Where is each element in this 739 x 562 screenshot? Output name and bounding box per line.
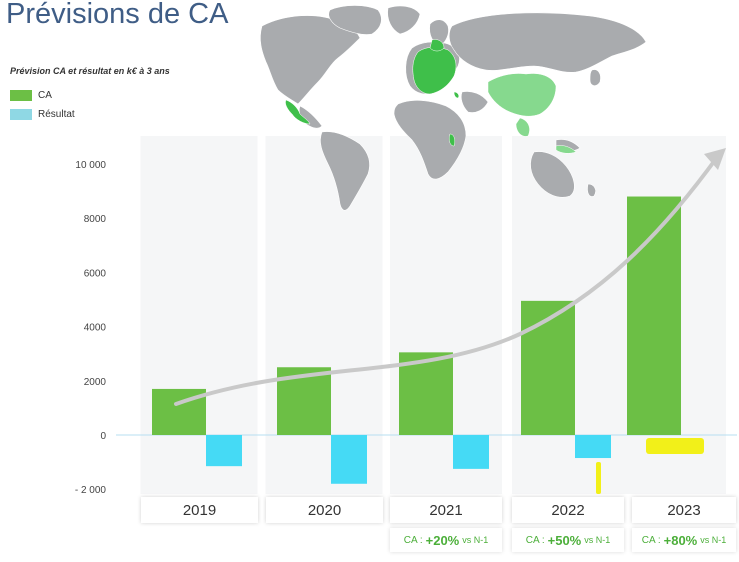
legend-swatch-resultat (10, 108, 32, 120)
growth-percent: +80% (663, 532, 698, 548)
bar-resultat-2022 (575, 435, 611, 459)
growth-prefix: CA : (403, 534, 423, 546)
growth-badge-2023: CA : +80% vs N-1 (632, 528, 736, 552)
bar-ca-2021 (399, 352, 453, 435)
growth-suffix: vs N-1 (584, 535, 611, 545)
highlighter-mark-2022 (596, 462, 601, 494)
y-tick-label: 6000 (84, 268, 107, 279)
y-axis: 10 000 8000 6000 4000 2000 0 - 2 000 (75, 160, 107, 496)
year-label-2023: 2023 (632, 497, 736, 523)
map-highlight-asia-icon (487, 73, 577, 154)
growth-badge-2022: CA : +50% vs N-1 (512, 528, 624, 552)
chart-subtitle: Prévision CA et résultat en k€ à 3 ans (10, 66, 170, 76)
highlighter-mark-2023 (646, 438, 704, 454)
growth-suffix: vs N-1 (462, 535, 489, 545)
growth-suffix: vs N-1 (700, 535, 727, 545)
legend-label-ca: CA (38, 89, 52, 101)
legend-item-resultat: Résultat (10, 107, 75, 121)
highlighter-marks (596, 438, 704, 494)
legend-swatch-ca (10, 89, 32, 101)
y-tick-label: - 2 000 (75, 485, 107, 496)
y-tick-label: 4000 (84, 323, 107, 334)
page-title: Prévisions de CA (6, 0, 229, 30)
bar-resultat-2020 (331, 435, 367, 484)
legend-label-resultat: Résultat (38, 108, 75, 120)
year-label-2020: 2020 (266, 497, 383, 523)
year-label-2019: 2019 (141, 497, 258, 523)
map-highlight-europe-icon (285, 39, 460, 147)
y-tick-label: 0 (100, 431, 106, 442)
legend-item-ca: CA (10, 88, 52, 102)
y-tick-label: 2000 (84, 377, 107, 388)
growth-percent: +50% (547, 532, 582, 548)
y-tick-label: 10 000 (75, 160, 106, 171)
bar-resultat-2021 (453, 435, 489, 469)
bars (152, 196, 681, 484)
bar-resultat-2019 (206, 435, 242, 467)
y-tick-label: 8000 (84, 214, 107, 225)
growth-percent: +20% (425, 532, 460, 548)
year-label-2021: 2021 (390, 497, 502, 523)
year-label-2022: 2022 (512, 497, 624, 523)
growth-prefix: CA : (525, 534, 545, 546)
bar-ca-2022 (521, 300, 575, 435)
growth-badge-2021: CA : +20% vs N-1 (390, 528, 502, 552)
growth-prefix: CA : (641, 534, 661, 546)
trend-arrow-icon (174, 148, 726, 406)
